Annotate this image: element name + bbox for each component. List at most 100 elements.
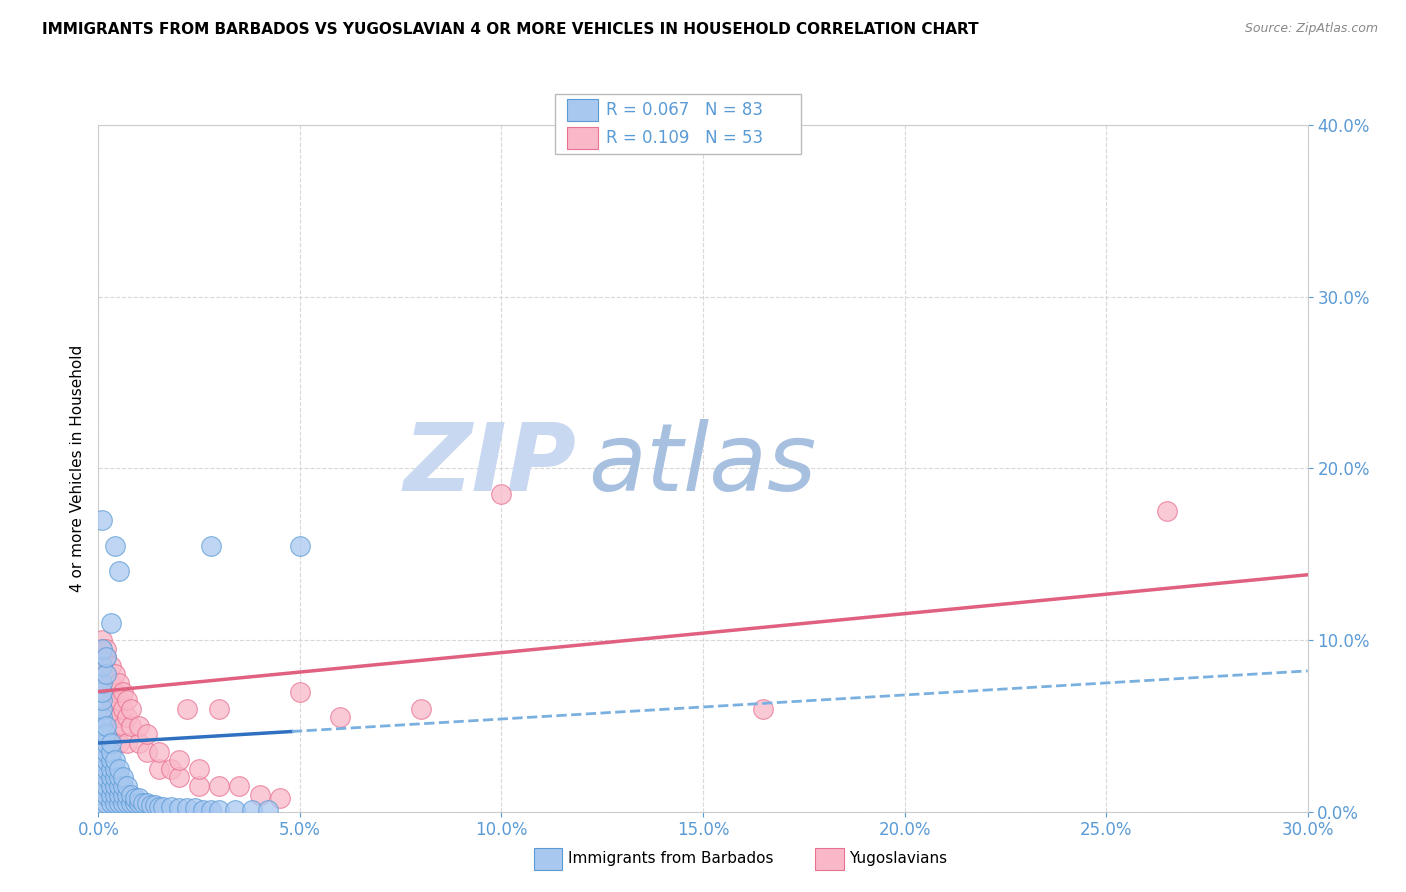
Point bbox=[91, 513, 114, 527]
Point bbox=[288, 684, 311, 698]
Point bbox=[107, 779, 129, 793]
Point bbox=[143, 797, 166, 812]
Point bbox=[100, 770, 122, 785]
Point bbox=[176, 701, 198, 715]
Point bbox=[111, 684, 134, 698]
Point bbox=[107, 736, 129, 750]
Text: Source: ZipAtlas.com: Source: ZipAtlas.com bbox=[1244, 22, 1378, 36]
Point bbox=[148, 762, 170, 776]
Point bbox=[100, 676, 122, 690]
Point bbox=[100, 779, 122, 793]
Point bbox=[188, 779, 211, 793]
Point bbox=[269, 791, 291, 805]
Y-axis label: 4 or more Vehicles in Household: 4 or more Vehicles in Household bbox=[69, 344, 84, 592]
Point bbox=[91, 667, 114, 681]
Point bbox=[91, 693, 114, 707]
Point bbox=[103, 753, 125, 767]
Point bbox=[115, 788, 138, 802]
Point bbox=[96, 779, 118, 793]
Text: Yugoslavians: Yugoslavians bbox=[849, 851, 948, 865]
Point bbox=[115, 796, 138, 810]
Point bbox=[103, 762, 125, 776]
Point bbox=[111, 701, 134, 715]
Point bbox=[107, 796, 129, 810]
Point bbox=[103, 779, 125, 793]
Point bbox=[91, 693, 114, 707]
Point bbox=[115, 736, 138, 750]
Point bbox=[124, 791, 146, 805]
Point bbox=[115, 779, 138, 793]
Point bbox=[96, 727, 118, 741]
Point bbox=[409, 701, 432, 715]
Point bbox=[115, 710, 138, 724]
Point bbox=[111, 719, 134, 733]
Point bbox=[249, 788, 271, 802]
Point bbox=[103, 667, 125, 681]
Point bbox=[111, 770, 134, 785]
Point bbox=[107, 788, 129, 802]
Point bbox=[91, 658, 114, 673]
Point bbox=[167, 753, 190, 767]
Point bbox=[96, 762, 118, 776]
Point bbox=[329, 710, 352, 724]
Point bbox=[103, 539, 125, 553]
Point bbox=[256, 803, 278, 817]
Point bbox=[96, 745, 118, 759]
Point bbox=[103, 796, 125, 810]
Point bbox=[91, 710, 114, 724]
Point bbox=[91, 676, 114, 690]
Point bbox=[100, 745, 122, 759]
Text: Immigrants from Barbados: Immigrants from Barbados bbox=[568, 851, 773, 865]
Point bbox=[103, 701, 125, 715]
Point bbox=[128, 796, 150, 810]
Point bbox=[1156, 504, 1178, 518]
Point bbox=[91, 753, 114, 767]
Point bbox=[107, 564, 129, 578]
Point bbox=[96, 667, 118, 681]
Point bbox=[128, 736, 150, 750]
Point bbox=[103, 770, 125, 785]
Point bbox=[228, 779, 250, 793]
Point bbox=[240, 803, 263, 817]
Point bbox=[752, 701, 775, 715]
Point bbox=[111, 779, 134, 793]
Point bbox=[135, 796, 157, 810]
Point bbox=[107, 770, 129, 785]
Point bbox=[107, 693, 129, 707]
Point bbox=[91, 633, 114, 648]
Point bbox=[188, 762, 211, 776]
Point bbox=[208, 779, 231, 793]
Point bbox=[288, 539, 311, 553]
Point bbox=[160, 762, 183, 776]
Point bbox=[152, 799, 174, 814]
Point bbox=[96, 770, 118, 785]
Point bbox=[167, 801, 190, 815]
Text: atlas: atlas bbox=[588, 419, 817, 510]
Point bbox=[91, 770, 114, 785]
Point bbox=[91, 641, 114, 656]
Point bbox=[103, 727, 125, 741]
Point bbox=[96, 736, 118, 750]
Point bbox=[200, 539, 222, 553]
Point bbox=[176, 801, 198, 815]
Point bbox=[96, 650, 118, 665]
Point bbox=[100, 693, 122, 707]
Point bbox=[107, 762, 129, 776]
Point bbox=[160, 799, 183, 814]
Text: IMMIGRANTS FROM BARBADOS VS YUGOSLAVIAN 4 OR MORE VEHICLES IN HOUSEHOLD CORRELAT: IMMIGRANTS FROM BARBADOS VS YUGOSLAVIAN … bbox=[42, 22, 979, 37]
Point bbox=[167, 770, 190, 785]
Point bbox=[96, 788, 118, 802]
Point bbox=[100, 762, 122, 776]
Point bbox=[115, 693, 138, 707]
Point bbox=[91, 684, 114, 698]
Point bbox=[91, 745, 114, 759]
Point bbox=[100, 658, 122, 673]
Point bbox=[128, 791, 150, 805]
Point bbox=[100, 753, 122, 767]
Point bbox=[100, 615, 122, 630]
Point bbox=[200, 803, 222, 817]
Point bbox=[111, 796, 134, 810]
Point bbox=[96, 719, 118, 733]
Point bbox=[91, 736, 114, 750]
Point bbox=[132, 796, 155, 810]
